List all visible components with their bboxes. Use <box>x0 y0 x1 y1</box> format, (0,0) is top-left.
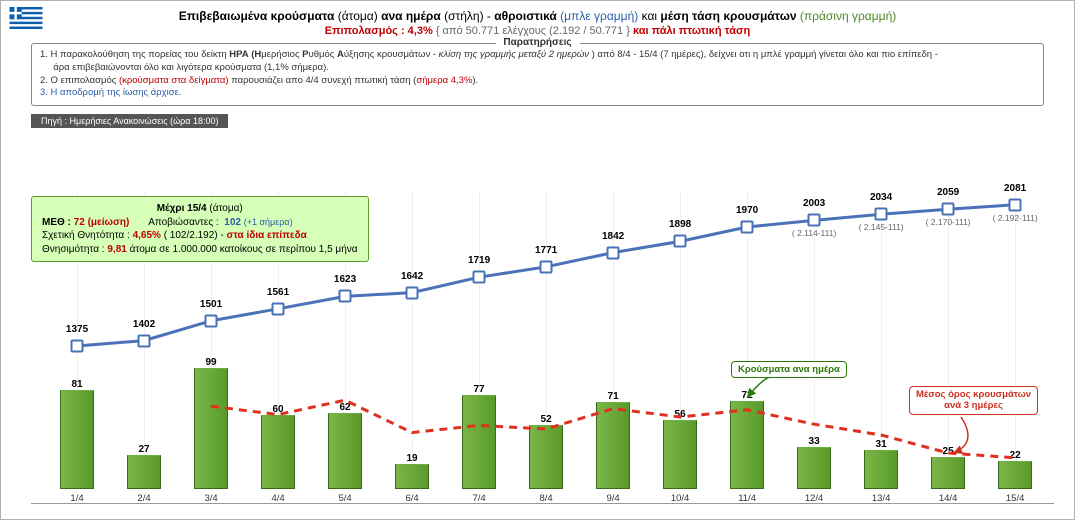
line-marker <box>875 208 888 221</box>
n2d: σήμερα 4,3% <box>416 75 472 86</box>
line-marker <box>942 203 955 216</box>
n1j: άρα επιβεβαιώνονται όλο και λιγότερα κρο… <box>53 62 329 73</box>
line-marker <box>1009 198 1022 211</box>
sub-value: 4,3% <box>408 25 433 37</box>
title-blue: (μπλε γραμμή) <box>560 9 638 23</box>
n2e: ). <box>472 75 478 86</box>
callout-daily: Κρούσματα ανα ημέρα <box>731 361 847 378</box>
gb-l2e: (+1 σήμερα) <box>244 217 293 227</box>
n1b: ΗΡΑ (Η <box>229 49 261 60</box>
n2c: παρουσιάζει απο 4/4 συνεχή πτωτική τάση … <box>231 75 416 86</box>
note-3: 3. Η αποδρομή της ίωσης άρχισε. <box>40 87 1035 100</box>
cum-sublabel: ( 2.192-111) <box>993 213 1038 223</box>
title-b2: αθροιστικά <box>494 9 557 23</box>
flag-icon <box>9 7 43 29</box>
gb-l4a: Θνησιμότητα : <box>42 244 105 255</box>
n1c: μερήσιος <box>261 49 299 60</box>
cum-label: 1561 <box>267 287 289 298</box>
title-2: ανα ημέρα <box>381 9 441 23</box>
n2b: (κρούσματα στα δείγματα) <box>119 75 229 86</box>
line-marker <box>272 302 285 315</box>
n1g: ύξησης κρουσμάτων - <box>344 49 436 60</box>
cum-label: 1719 <box>468 255 490 266</box>
callout-avg: Μέσος όρος κρουσμάτων ανά 3 ημέρες <box>909 386 1038 415</box>
line-marker <box>406 286 419 299</box>
title-g2: (στήλη) - <box>444 9 491 23</box>
cum-label: 2034 <box>870 192 892 203</box>
bars-area: 812799606219775271567233312522 <box>31 369 1054 489</box>
cum-label: 2059 <box>937 187 959 198</box>
title-3: και <box>642 9 657 23</box>
notes-title: Παρατηρήσεις <box>495 36 579 50</box>
cum-label: 2081 <box>1004 183 1026 194</box>
note-1: 1. Η παρακολούθηση της πορείας του δείκτ… <box>40 49 1035 75</box>
cum-label: 2003 <box>803 198 825 209</box>
gb-l1b: (άτομα) <box>209 203 242 214</box>
gb-l4c: άτομα σε 1.000.000 κατοίκους σε περίπου … <box>130 244 358 255</box>
gb-l4b: 9,81 <box>107 244 126 255</box>
summary-box: Μέχρι 15/4 (άτομα) ΜΕΘ : 72 (μείωση) Απο… <box>31 196 369 262</box>
gb-l2c: Αποβιώσαντες : <box>148 217 219 228</box>
page-title: Επιβεβαιωμένα κρούσματα (άτομα) ανα ημέρ… <box>1 1 1074 23</box>
notes-box: Παρατηρήσεις 1. Η παρακολούθηση της πορε… <box>31 43 1044 106</box>
cum-label: 1771 <box>535 245 557 256</box>
line-marker <box>205 314 218 327</box>
cum-label: 1642 <box>401 271 423 282</box>
page-root: Επιβεβαιωμένα κρούσματα (άτομα) ανα ημέρ… <box>0 0 1075 520</box>
cum-sublabel: ( 2.170-111) <box>926 217 971 227</box>
line-marker <box>741 221 754 234</box>
source-label: Πηγή : Ημερήσιες Ανακοινώσεις (ώρα 18:00… <box>31 114 228 128</box>
title-b3: μέση τάση κρουσμάτων <box>660 9 796 23</box>
cum-sublabel: ( 2.145-111) <box>859 222 904 232</box>
callout-red-1: Μέσος όρος κρουσμάτων <box>916 389 1031 400</box>
sub-label: Επιπολασμός : <box>325 25 405 37</box>
gb-l3c: ( 102/2.192) - <box>164 230 224 241</box>
cum-label: 1898 <box>669 219 691 230</box>
gb-l2b: 72 (μείωση) <box>74 217 130 228</box>
callout-green-text: Κρούσματα ανα ημέρα <box>738 364 840 375</box>
n1h: κλίση της γραμμής μεταξύ 2 ημερών <box>439 49 589 60</box>
cum-sublabel: ( 2.114-111) <box>792 228 836 238</box>
n1i: ) από 8/4 - 15/4 (7 ημέρες), δείχνει οτι… <box>592 49 938 60</box>
line-marker <box>540 260 553 273</box>
line-marker <box>808 214 821 227</box>
gb-l3b: 4,65% <box>133 230 161 241</box>
cum-label: 1501 <box>200 299 222 310</box>
cum-label: 1842 <box>602 231 624 242</box>
n1f: Α <box>337 49 344 60</box>
title-g1: (άτομα) <box>338 9 378 23</box>
cum-label: 1623 <box>334 274 356 285</box>
n1e: υθμός <box>309 49 335 60</box>
line-marker <box>71 340 84 353</box>
cum-label: 1402 <box>133 319 155 330</box>
cum-label: 1970 <box>736 205 758 216</box>
avg-line-svg <box>31 369 1054 489</box>
title-green: (πράσινη γραμμή) <box>800 9 896 23</box>
n2a: 2. Ο επιπολασμός <box>40 75 116 86</box>
line-marker <box>607 246 620 259</box>
title-1: Επιβεβαιωμένα κρούσματα <box>179 9 335 23</box>
gb-l3a: Σχετική Θνητότητα : <box>42 230 130 241</box>
n1a: 1. Η παρακολούθηση της πορείας του δείκτ… <box>40 49 227 60</box>
cum-label: 1375 <box>66 324 88 335</box>
line-marker <box>339 290 352 303</box>
line-marker <box>674 235 687 248</box>
sub-trend: και πάλι πτωτική τάση <box>633 25 750 37</box>
line-marker <box>473 271 486 284</box>
gb-l3d: στα ίδια επίπεδα <box>227 230 307 241</box>
gb-l2d: 102 <box>224 217 241 228</box>
line-marker <box>138 334 151 347</box>
note-2: 2. Ο επιπολασμός (κρούσματα στα δείγματα… <box>40 75 1035 88</box>
gb-l2a: ΜΕΘ : <box>42 217 71 228</box>
gb-l1a: Μέχρι 15/4 <box>157 203 207 214</box>
callout-red-2: ανά 3 ημέρες <box>916 400 1031 411</box>
bar-label: 99 <box>205 357 216 368</box>
